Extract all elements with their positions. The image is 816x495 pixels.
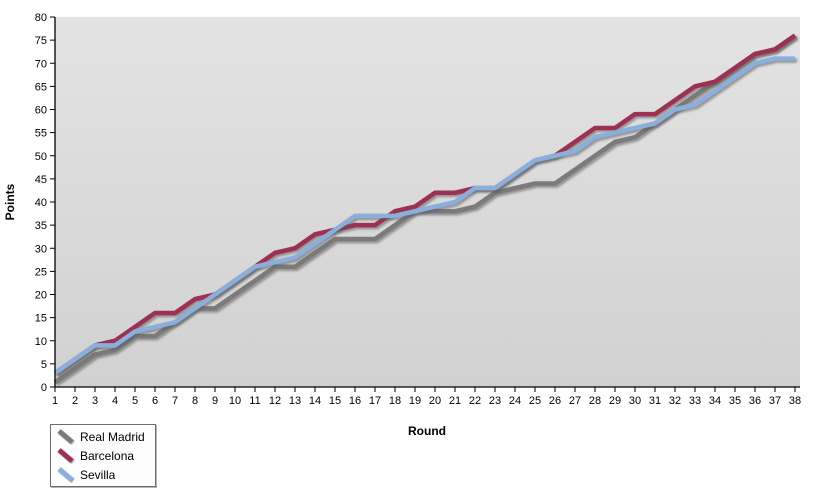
series-line-barcelona [53,33,797,375]
x-tick-label: 33 [689,395,701,407]
y-tick-label: 10 [35,336,47,348]
legend: Real Madrid Barcelona Sevilla [50,424,156,487]
x-tick-label: 13 [289,395,301,407]
x-tick-label: 6 [152,395,158,407]
x-tick-label: 18 [389,395,401,407]
x-tick-label: 37 [769,395,781,407]
series-line-sevilla [53,56,795,375]
x-tick-label: 27 [569,395,581,407]
x-tick-label: 19 [409,395,421,407]
legend-line-marker-icon [57,448,74,463]
x-tick-label: 7 [172,395,178,407]
x-tick-label: 22 [469,395,481,407]
x-tick-label: 15 [329,395,341,407]
y-tick-label: 80 [35,12,47,24]
x-tick-label: 10 [229,395,241,407]
legend-item-label: Real Madrid [80,429,145,444]
y-axis-title: Points [3,183,17,220]
x-tick-label: 8 [192,395,198,407]
x-tick-label: 20 [429,395,441,407]
legend-item-real-madrid: Real Madrid [55,427,145,446]
x-tick-label: 9 [212,395,218,407]
x-tick-label: 17 [369,395,381,407]
x-tick-label: 5 [132,395,138,407]
y-tick-label: 70 [35,58,47,70]
legend-item-label: Sevilla [80,467,116,482]
series-lines [53,33,797,385]
axis-ticks [50,16,796,392]
y-tick-label: 65 [35,81,47,93]
x-tick-label: 32 [669,395,681,407]
x-tick-label: 34 [709,395,721,407]
y-tick-label: 75 [35,35,47,47]
legend-item-sevilla: Sevilla [55,465,145,484]
x-tick-label: 11 [249,395,260,407]
x-tick-label: 38 [789,395,801,407]
plot-area [55,17,800,387]
x-tick-label: 28 [589,395,601,407]
x-tick-label: 2 [72,395,78,407]
legend-line-marker-icon [57,429,74,444]
x-tick-label: 23 [489,395,501,407]
x-axis-title: Round [408,424,446,438]
x-tick-label: 14 [309,395,321,407]
y-tick-label: 15 [35,313,47,325]
x-tick-label: 36 [749,395,761,407]
x-tick-label: 26 [549,395,561,407]
legend-item-label: Barcelona [80,448,135,463]
legend-item-barcelona: Barcelona [55,446,145,465]
x-tick-label: 4 [112,395,118,407]
y-tick-label: 50 [35,151,47,163]
y-tick-label: 5 [41,359,47,371]
y-tick-label: 55 [35,128,47,140]
x-tick-label: 30 [629,395,641,407]
y-tick-label: 45 [35,174,47,186]
legend-line-marker-icon [57,467,74,482]
y-tick-label: 40 [35,197,47,209]
x-tick-label: 29 [609,395,621,407]
y-tick-label: 25 [35,266,47,278]
x-tick-label: 21 [449,395,461,407]
x-tick-label: 3 [92,395,98,407]
y-tick-label: 0 [41,382,47,394]
x-tick-label: 1 [52,395,58,407]
x-tick-label: 31 [649,395,661,407]
y-tick-label: 60 [35,105,47,117]
x-tick-label: 24 [509,395,521,407]
axis-lines [54,17,800,388]
y-tick-label: 20 [35,290,47,302]
y-tick-label: 35 [35,220,47,232]
x-tick-label: 25 [529,395,541,407]
x-tick-label: 16 [349,395,361,407]
y-tick-label: 30 [35,243,47,255]
x-tick-label: 12 [269,395,281,407]
x-tick-label: 35 [729,395,741,407]
